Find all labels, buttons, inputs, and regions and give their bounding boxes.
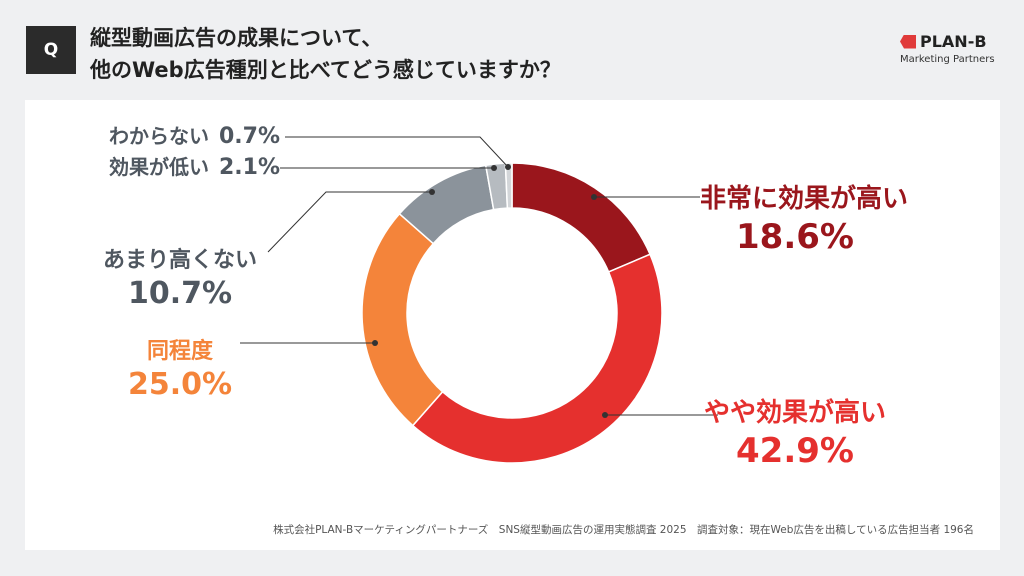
footer-source: 株式会社PLAN-Bマーケティングパートナーズ SNS縦型動画広告の運用実態調査… [273, 524, 974, 536]
question-badge: Q [26, 26, 76, 74]
leader-line [285, 136, 509, 168]
leader-dot [372, 340, 378, 346]
leader-dot [491, 165, 497, 171]
logo-mark-icon [900, 34, 916, 49]
data-label: 非常に効果が高い 18.6% [700, 178, 909, 257]
data-label: 効果が低い 2.1% [90, 154, 280, 182]
leader-dot [429, 189, 435, 195]
data-label: 同程度 25.0% [100, 333, 260, 402]
title-line-1: 縦型動画広告の成果について、 [90, 26, 383, 50]
data-label: わからない 0.7% [90, 123, 280, 151]
logo: PLAN-B Marketing Partners [900, 32, 1010, 65]
data-label: あまり高くない 10.7% [90, 242, 270, 311]
data-label: やや効果が高い 42.9% [700, 392, 890, 471]
value-label: 10.7% [127, 276, 233, 311]
leader-dot [591, 194, 597, 200]
category-label: やや効果が高い [703, 398, 886, 428]
category-label: 効果が低い [108, 155, 209, 179]
page-title: 縦型動画広告の成果について、 他のWeb広告種別と比べてどう感じていますか？ [90, 22, 561, 86]
donut-slice [504, 162, 513, 209]
title-line-2: 他のWeb広告種別と比べてどう感じていますか？ [90, 58, 561, 82]
value-label: 0.7% [218, 124, 280, 149]
value-label: 25.0% [127, 367, 233, 402]
leader-line [267, 191, 432, 253]
category-label: 同程度 [146, 339, 213, 364]
category-label: わからない [108, 124, 209, 148]
value-label: 2.1% [218, 155, 280, 180]
logo-tagline: Marketing Partners [900, 54, 995, 65]
logo-name: PLAN-B [920, 32, 987, 51]
category-label: 非常に効果が高い [700, 184, 909, 214]
leader-dot [505, 164, 511, 170]
donut-slice [511, 162, 652, 273]
value-label: 42.9% [736, 431, 854, 471]
donut-slice [411, 253, 663, 464]
donut-slice [361, 212, 444, 427]
value-label: 18.6% [736, 217, 854, 257]
leader-dot [602, 412, 608, 418]
category-label: あまり高くない [102, 248, 257, 273]
